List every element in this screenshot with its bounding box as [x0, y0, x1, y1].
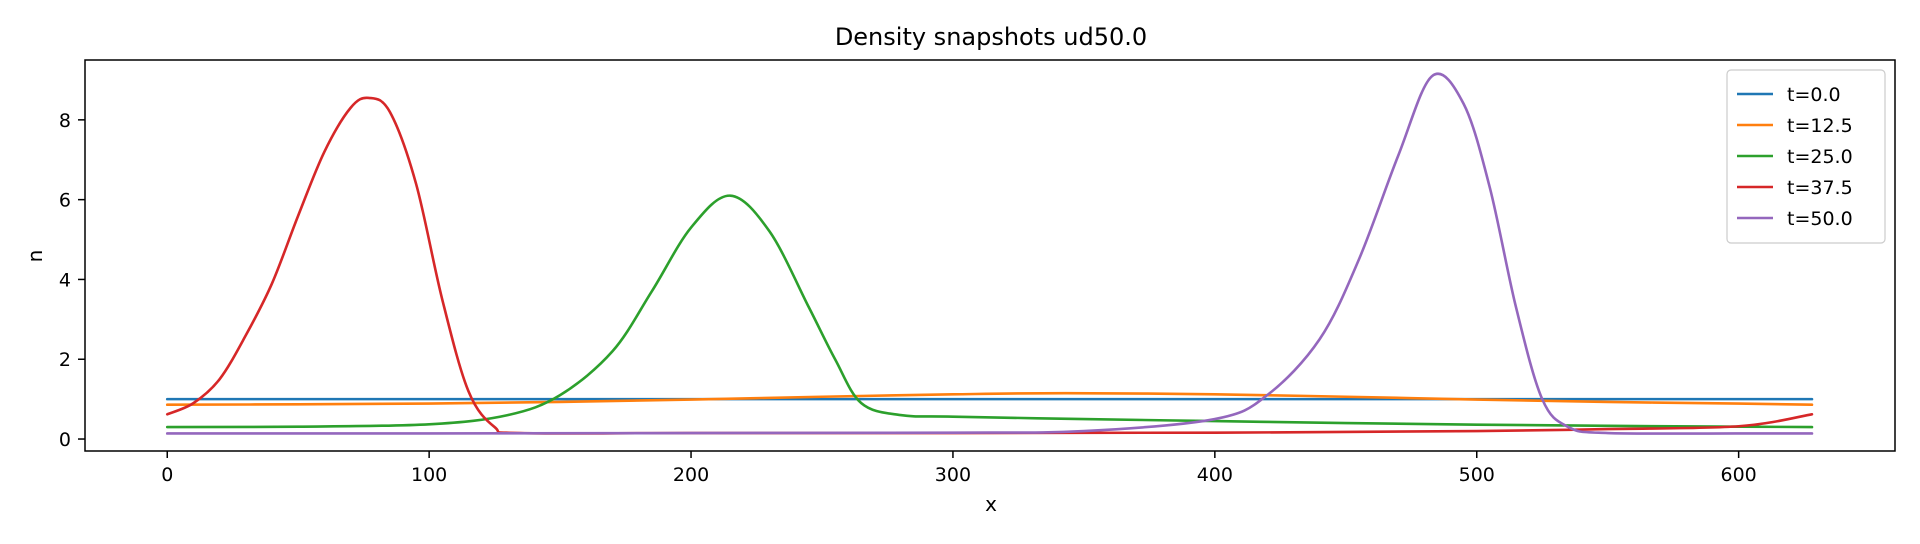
x-tick-label: 0 [161, 464, 173, 486]
y-axis-label: n [23, 250, 47, 263]
legend-label: t=37.5 [1787, 177, 1853, 199]
legend-label: t=12.5 [1787, 115, 1853, 137]
y-tick-label: 0 [59, 429, 71, 451]
legend-box [1726, 69, 1886, 244]
y-tick-label: 8 [59, 110, 71, 132]
y-tick-label: 6 [59, 190, 71, 212]
x-axis-ticks: 0 100 200 300 400 500 600 [161, 451, 1757, 486]
x-tick-label: 100 [411, 464, 447, 486]
y-axis-ticks: 0 2 4 6 8 [59, 110, 85, 451]
legend-label: t=25.0 [1787, 146, 1853, 168]
plot-frame [84, 59, 1896, 452]
x-tick-label: 200 [673, 464, 709, 486]
series-line-5 [165, 72, 1814, 435]
legend-label: t=0.0 [1787, 84, 1841, 106]
plot-area [165, 72, 1814, 435]
x-tick-label: 400 [1197, 464, 1233, 486]
x-axis-label: x [985, 492, 997, 516]
y-tick-label: 2 [59, 349, 71, 371]
legend: t=0.0 t=12.5 t=25.0 t=37.5 t=50.0 [1726, 69, 1886, 244]
series-line-4 [165, 96, 1814, 435]
series-line-3 [165, 194, 1814, 429]
x-tick-label: 300 [935, 464, 971, 486]
chart-title: Density snapshots ud50.0 [835, 23, 1147, 51]
x-tick-label: 600 [1721, 464, 1757, 486]
y-tick-label: 4 [59, 269, 71, 291]
series-line-2 [165, 391, 1814, 407]
legend-label: t=50.0 [1787, 208, 1853, 230]
x-tick-label: 500 [1459, 464, 1495, 486]
